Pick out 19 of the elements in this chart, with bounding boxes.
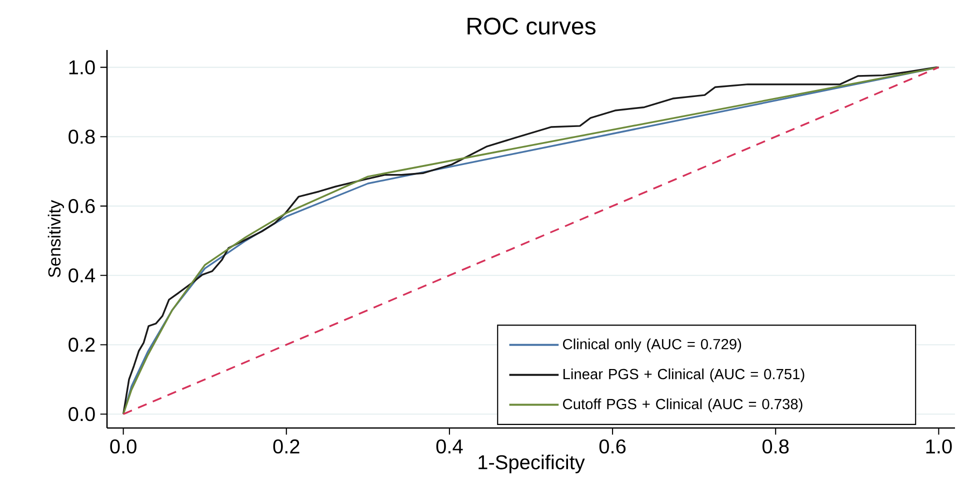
x-tick-label: 0.6	[599, 439, 626, 454]
y-tick-label: 0.6	[68, 198, 95, 214]
y-tick-label: 1.0	[69, 60, 95, 74]
x-axis-title: 1-Specificity	[478, 454, 585, 474]
chart-title: ROC curves	[468, 18, 596, 35]
legend-label: Cutoff PGS + Clinical (AUC = 0.738)	[563, 398, 802, 412]
x-tick-label: 0.2	[273, 439, 300, 454]
y-tick-label: 0.8	[68, 130, 95, 144]
x-tick-label: 0.8	[762, 439, 789, 454]
x-tick-label: 0.4	[436, 439, 463, 454]
y-tick-label: 0.4	[68, 268, 96, 282]
x-tick-label: 1.0	[926, 439, 952, 454]
y-tick-label: 0.2	[68, 338, 95, 352]
y-tick-label: 0.0	[68, 407, 95, 422]
legend-label: Clinical only (AUC = 0.729)	[563, 338, 742, 352]
legend-label: Linear PGS + Clinical (AUC = 0.751)	[563, 368, 804, 382]
x-tick-label: 0.0	[110, 439, 136, 454]
line-series	[122, 66, 940, 415]
y-axis-title: Sensitivity	[48, 200, 64, 278]
